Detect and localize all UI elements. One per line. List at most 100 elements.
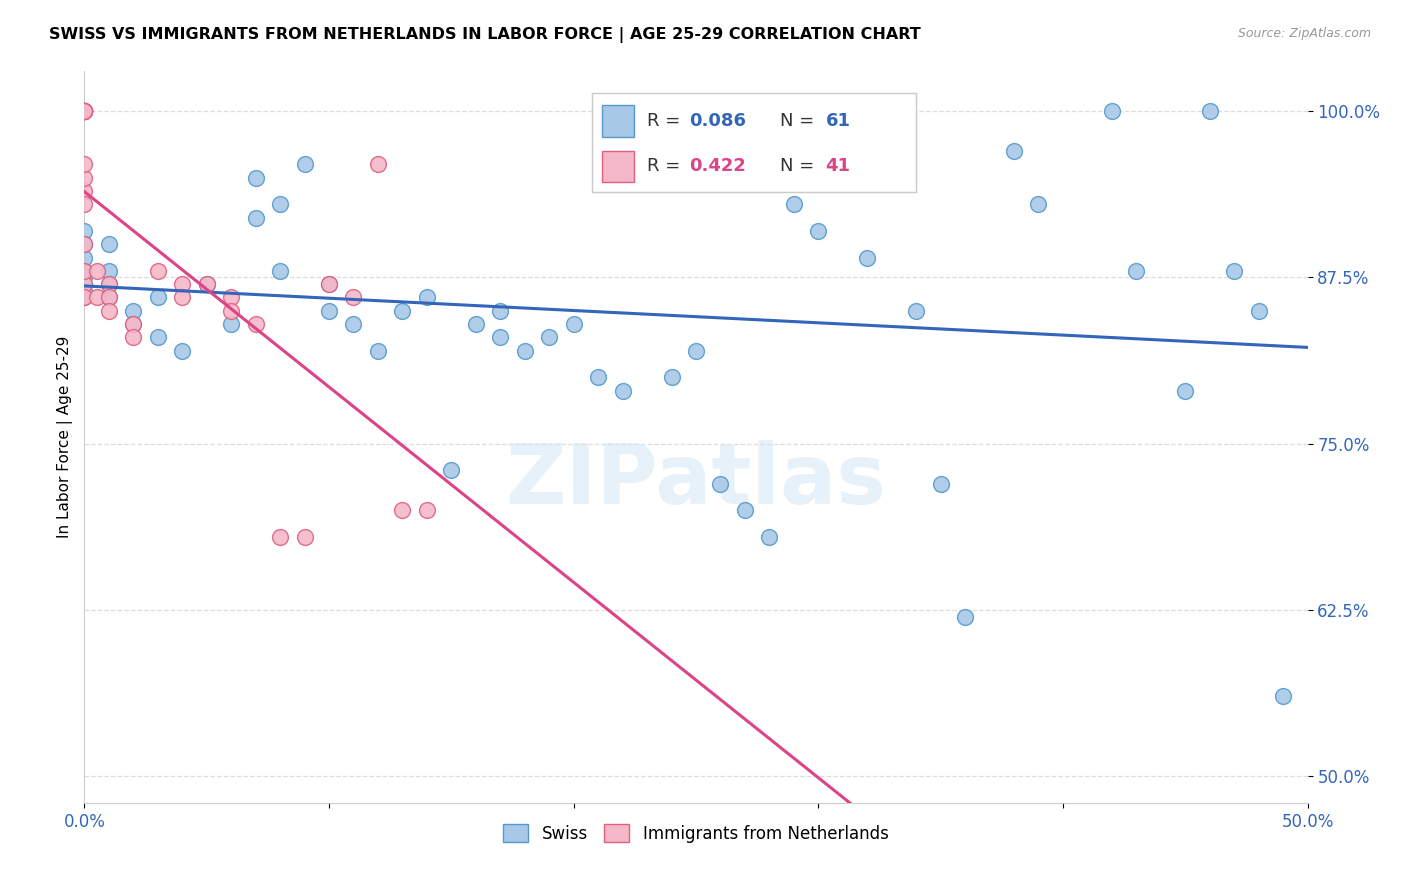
Point bbox=[807, 224, 830, 238]
Point bbox=[464, 317, 486, 331]
Point bbox=[73, 104, 96, 119]
Point bbox=[391, 303, 413, 318]
Point bbox=[245, 317, 267, 331]
Point bbox=[219, 290, 242, 304]
Point bbox=[146, 290, 169, 304]
Point bbox=[73, 237, 96, 252]
Point bbox=[831, 104, 853, 119]
Point bbox=[367, 343, 389, 358]
Point bbox=[73, 104, 96, 119]
Point bbox=[416, 503, 439, 517]
Point bbox=[1125, 264, 1147, 278]
Point bbox=[97, 264, 120, 278]
Point bbox=[73, 277, 96, 292]
Point bbox=[122, 317, 145, 331]
Point bbox=[342, 317, 364, 331]
Point bbox=[73, 104, 96, 119]
Point bbox=[612, 384, 634, 398]
Point bbox=[73, 104, 96, 119]
Point bbox=[318, 277, 340, 292]
Point bbox=[856, 251, 879, 265]
Point bbox=[73, 264, 96, 278]
Point bbox=[73, 277, 96, 292]
Point bbox=[1101, 104, 1123, 119]
Point bbox=[734, 503, 756, 517]
Point bbox=[269, 264, 291, 278]
Point bbox=[294, 530, 316, 544]
Point bbox=[97, 277, 120, 292]
Point bbox=[172, 343, 194, 358]
Point bbox=[86, 290, 108, 304]
Point bbox=[73, 104, 96, 119]
Point bbox=[73, 224, 96, 238]
Point bbox=[195, 277, 218, 292]
Point bbox=[73, 184, 96, 198]
Point bbox=[146, 264, 169, 278]
Text: Source: ZipAtlas.com: Source: ZipAtlas.com bbox=[1237, 27, 1371, 40]
Point bbox=[1002, 144, 1025, 158]
Point bbox=[929, 476, 952, 491]
Point bbox=[513, 343, 536, 358]
Point bbox=[73, 104, 96, 119]
Point bbox=[73, 284, 96, 298]
Point bbox=[97, 277, 120, 292]
Point bbox=[73, 270, 96, 285]
Point bbox=[586, 370, 609, 384]
Point bbox=[269, 530, 291, 544]
Point bbox=[709, 476, 731, 491]
Point bbox=[219, 303, 242, 318]
Point bbox=[538, 330, 561, 344]
Point bbox=[122, 303, 145, 318]
Point bbox=[73, 170, 96, 185]
Point bbox=[1223, 264, 1246, 278]
Y-axis label: In Labor Force | Age 25-29: In Labor Force | Age 25-29 bbox=[58, 336, 73, 538]
Point bbox=[1247, 303, 1270, 318]
Point bbox=[685, 343, 707, 358]
Point bbox=[146, 330, 169, 344]
Point bbox=[73, 237, 96, 252]
Text: SWISS VS IMMIGRANTS FROM NETHERLANDS IN LABOR FORCE | AGE 25-29 CORRELATION CHAR: SWISS VS IMMIGRANTS FROM NETHERLANDS IN … bbox=[49, 27, 921, 43]
Point bbox=[489, 330, 512, 344]
Point bbox=[367, 157, 389, 171]
Point bbox=[73, 157, 96, 171]
Point bbox=[562, 317, 585, 331]
Point bbox=[97, 237, 120, 252]
Point bbox=[391, 503, 413, 517]
Legend: Swiss, Immigrants from Netherlands: Swiss, Immigrants from Netherlands bbox=[496, 818, 896, 849]
Point bbox=[905, 303, 928, 318]
Point bbox=[1272, 690, 1295, 704]
Point bbox=[440, 463, 463, 477]
Point bbox=[245, 170, 267, 185]
Point bbox=[73, 104, 96, 119]
Point bbox=[73, 104, 96, 119]
Point bbox=[416, 290, 439, 304]
Point bbox=[1174, 384, 1197, 398]
Point bbox=[122, 317, 145, 331]
Point bbox=[97, 303, 120, 318]
Point bbox=[318, 277, 340, 292]
Point bbox=[122, 330, 145, 344]
Point bbox=[73, 251, 96, 265]
Point bbox=[636, 157, 658, 171]
Point bbox=[73, 104, 96, 119]
Point bbox=[172, 277, 194, 292]
Point bbox=[294, 157, 316, 171]
Point bbox=[97, 290, 120, 304]
Point bbox=[73, 104, 96, 119]
Point bbox=[661, 370, 683, 384]
Point bbox=[73, 104, 96, 119]
Point bbox=[73, 104, 96, 119]
Point bbox=[172, 290, 194, 304]
Point bbox=[1028, 197, 1050, 211]
Point bbox=[73, 290, 96, 304]
Point bbox=[195, 277, 218, 292]
Point bbox=[489, 303, 512, 318]
Point bbox=[758, 530, 780, 544]
Point bbox=[73, 264, 96, 278]
Point bbox=[953, 609, 976, 624]
Text: ZIPatlas: ZIPatlas bbox=[506, 441, 886, 522]
Point bbox=[219, 317, 242, 331]
Point bbox=[73, 290, 96, 304]
Point bbox=[318, 303, 340, 318]
Point bbox=[342, 290, 364, 304]
